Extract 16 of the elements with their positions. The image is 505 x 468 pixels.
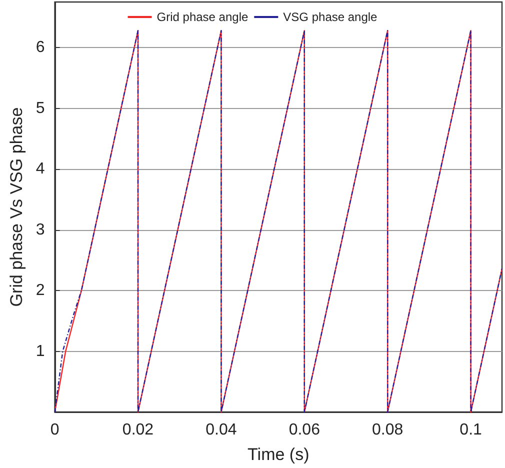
y-tick-label: 3 — [36, 221, 45, 238]
y-tick-label: 2 — [36, 282, 45, 300]
legend-label: Grid phase angle — [156, 10, 248, 24]
x-tick-label: 0.1 — [460, 422, 482, 438]
y-tick-label: 6 — [36, 39, 45, 56]
x-tick-label: 0 — [50, 422, 60, 438]
x-tick-label: 0.06 — [288, 422, 320, 438]
x-tick-label: 0.08 — [372, 422, 404, 438]
y-tick-label: 1 — [36, 342, 45, 360]
x-axis-title: Time (s) — [248, 445, 310, 464]
y-tick-label: 5 — [36, 100, 45, 117]
legend-label: VSG phase angle — [283, 10, 378, 24]
x-tick-label: 0.02 — [122, 422, 154, 438]
y-tick-label: 4 — [36, 160, 45, 178]
y-axis-title: Grid phase Vs VSG phase — [7, 107, 26, 307]
x-tick-label: 0.04 — [206, 422, 237, 438]
